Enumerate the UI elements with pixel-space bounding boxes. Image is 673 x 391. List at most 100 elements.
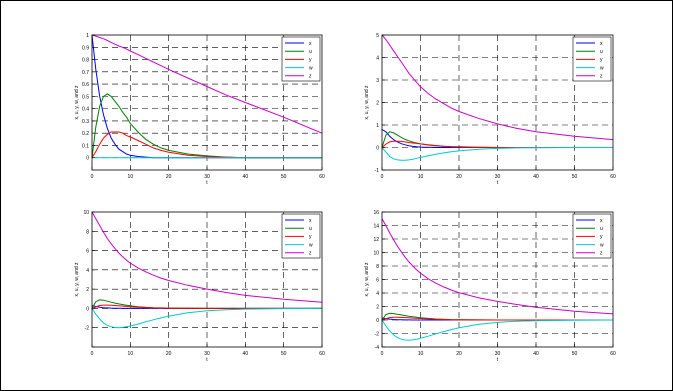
x-tick-label: 20 <box>456 174 462 180</box>
x-tick-label: 60 <box>610 174 616 180</box>
y-tick-label: 8 <box>376 264 379 270</box>
x-axis-label: t <box>497 180 499 186</box>
x-tick-label: 60 <box>319 351 325 357</box>
x-tick-label: 0 <box>381 174 384 180</box>
x-tick-label: 30 <box>495 351 501 357</box>
y-tick-label: -2 <box>375 332 380 338</box>
x-tick-label: 20 <box>166 174 172 180</box>
x-tick-label: 40 <box>243 174 249 180</box>
y-tick-label: 5 <box>376 33 379 39</box>
legend-label-z: z <box>600 251 603 257</box>
series-line-y <box>381 316 613 321</box>
series-line-w <box>381 147 613 161</box>
y-tick-label: -1 <box>375 168 380 174</box>
y-tick-label: 2 <box>376 305 379 311</box>
legend-label-z: z <box>309 74 312 80</box>
x-tick-label: 60 <box>610 351 616 357</box>
y-tick-label: 10 <box>83 210 89 216</box>
y-axis-label: x, u, y, w, and z <box>364 262 370 297</box>
y-tick-label: -4 <box>375 345 380 351</box>
series-line-y <box>381 140 613 148</box>
y-tick-label: 4 <box>376 291 379 297</box>
y-tick-label: 0.6 <box>82 82 89 88</box>
x-axis-label: t <box>497 357 499 363</box>
y-axis-label: x, u, y, w, and z <box>364 85 370 120</box>
series-line-z <box>381 218 614 315</box>
y-tick-label: 0.8 <box>82 58 89 64</box>
x-tick-label: 40 <box>533 351 539 357</box>
legend-label-u: u <box>600 49 603 55</box>
legend-label-z: z <box>309 251 312 257</box>
x-tick-label: 30 <box>495 174 501 180</box>
y-tick-label: 2 <box>376 101 379 107</box>
legend-label-x: x <box>600 218 603 224</box>
y-tick-label: 1 <box>376 123 379 129</box>
y-tick-label: 0.1 <box>82 143 89 149</box>
y-axis-label: x, u, y, w, and z <box>74 262 80 297</box>
x-tick-label: 0 <box>381 351 384 357</box>
y-tick-label: 8 <box>86 229 89 235</box>
y-tick-label: 6 <box>376 278 379 284</box>
legend-label-y: y <box>600 57 603 63</box>
legend-label-x: x <box>309 41 312 47</box>
legend-label-y: y <box>309 234 312 240</box>
y-tick-label: 0.2 <box>82 131 89 137</box>
x-axis-label: t <box>206 180 208 186</box>
x-tick-label: 50 <box>572 174 578 180</box>
y-tick-label: 4 <box>376 56 379 62</box>
legend-label-y: y <box>309 57 312 63</box>
x-tick-label: 10 <box>418 174 424 180</box>
series-line-z <box>381 34 614 141</box>
y-axis-label: x, u, y, w, and z <box>74 85 80 120</box>
x-tick-label: 30 <box>204 174 210 180</box>
y-tick-label: 3 <box>376 78 379 84</box>
legend-label-z: z <box>600 74 603 80</box>
x-tick-label: 0 <box>91 174 94 180</box>
legend-label-w: w <box>309 242 313 248</box>
x-tick-label: 10 <box>418 351 424 357</box>
x-tick-label: 50 <box>281 351 287 357</box>
y-tick-label: -2 <box>85 326 90 332</box>
series-line-z <box>91 34 323 134</box>
y-tick-label: 0 <box>376 146 379 152</box>
series-line-w <box>91 307 323 329</box>
legend-label-u: u <box>600 226 603 232</box>
x-axis-label: t <box>206 357 208 363</box>
legend-label-w: w <box>309 65 313 71</box>
series-line-y <box>91 131 322 159</box>
legend-label-y: y <box>600 234 603 240</box>
x-tick-label: 40 <box>533 174 539 180</box>
x-tick-label: 40 <box>243 351 249 357</box>
y-tick-label: 10 <box>373 251 379 257</box>
y-tick-label: 0 <box>86 156 89 162</box>
x-tick-label: 50 <box>281 174 287 180</box>
y-tick-label: 0 <box>86 306 89 312</box>
y-tick-label: 6 <box>86 249 89 255</box>
x-tick-label: 50 <box>572 351 578 357</box>
y-tick-label: 1 <box>86 33 89 39</box>
y-tick-label: 14 <box>373 224 379 230</box>
legend-label-x: x <box>309 218 312 224</box>
y-tick-label: 0.4 <box>82 107 89 113</box>
x-tick-label: 20 <box>456 351 462 357</box>
y-tick-label: 0.5 <box>82 94 89 100</box>
y-tick-label: 0.7 <box>82 70 89 76</box>
legend-label-u: u <box>309 49 312 55</box>
series-line-w <box>381 319 614 341</box>
legend-label-x: x <box>600 41 603 47</box>
series-line-y <box>91 304 322 309</box>
x-tick-label: 0 <box>91 351 94 357</box>
y-tick-label: 4 <box>86 268 89 274</box>
legend-label-w: w <box>600 242 604 248</box>
x-tick-label: 20 <box>166 351 172 357</box>
x-tick-label: 60 <box>319 174 325 180</box>
y-tick-label: 0.3 <box>82 119 89 125</box>
x-tick-label: 10 <box>128 351 134 357</box>
